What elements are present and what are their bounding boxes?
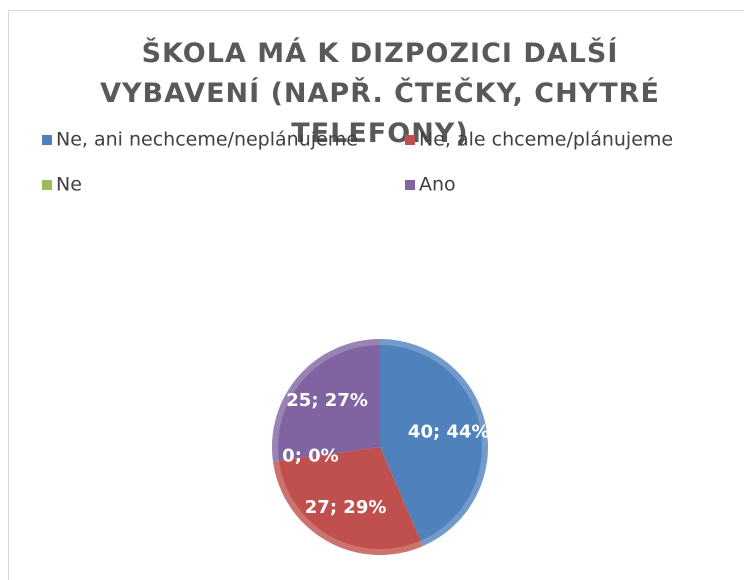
legend-label: Ne, ani nechceme/neplánujeme — [56, 129, 358, 151]
data-label: 40; 44% — [408, 422, 490, 443]
legend-swatch — [42, 180, 52, 190]
pie-rim — [272, 339, 488, 555]
legend-label: Ano — [419, 174, 456, 196]
legend-label: Ne — [56, 174, 82, 196]
chart-frame — [8, 10, 744, 580]
legend-swatch — [42, 135, 52, 145]
data-label: 0; 0% — [282, 446, 339, 467]
pie-slice — [380, 339, 489, 547]
chart-title: ŠKOLA MÁ K DIZPOZICI DALŠÍ VYBAVENÍ (NAP… — [100, 38, 660, 149]
data-label: 27; 29% — [305, 497, 387, 518]
legend-swatch — [405, 135, 415, 145]
legend-label: Ne, ale chceme/plánujeme — [419, 129, 673, 151]
pie-slice — [271, 339, 380, 462]
legend-swatch — [405, 180, 415, 190]
pie-slice — [273, 447, 424, 555]
data-label: 25; 27% — [286, 390, 368, 411]
